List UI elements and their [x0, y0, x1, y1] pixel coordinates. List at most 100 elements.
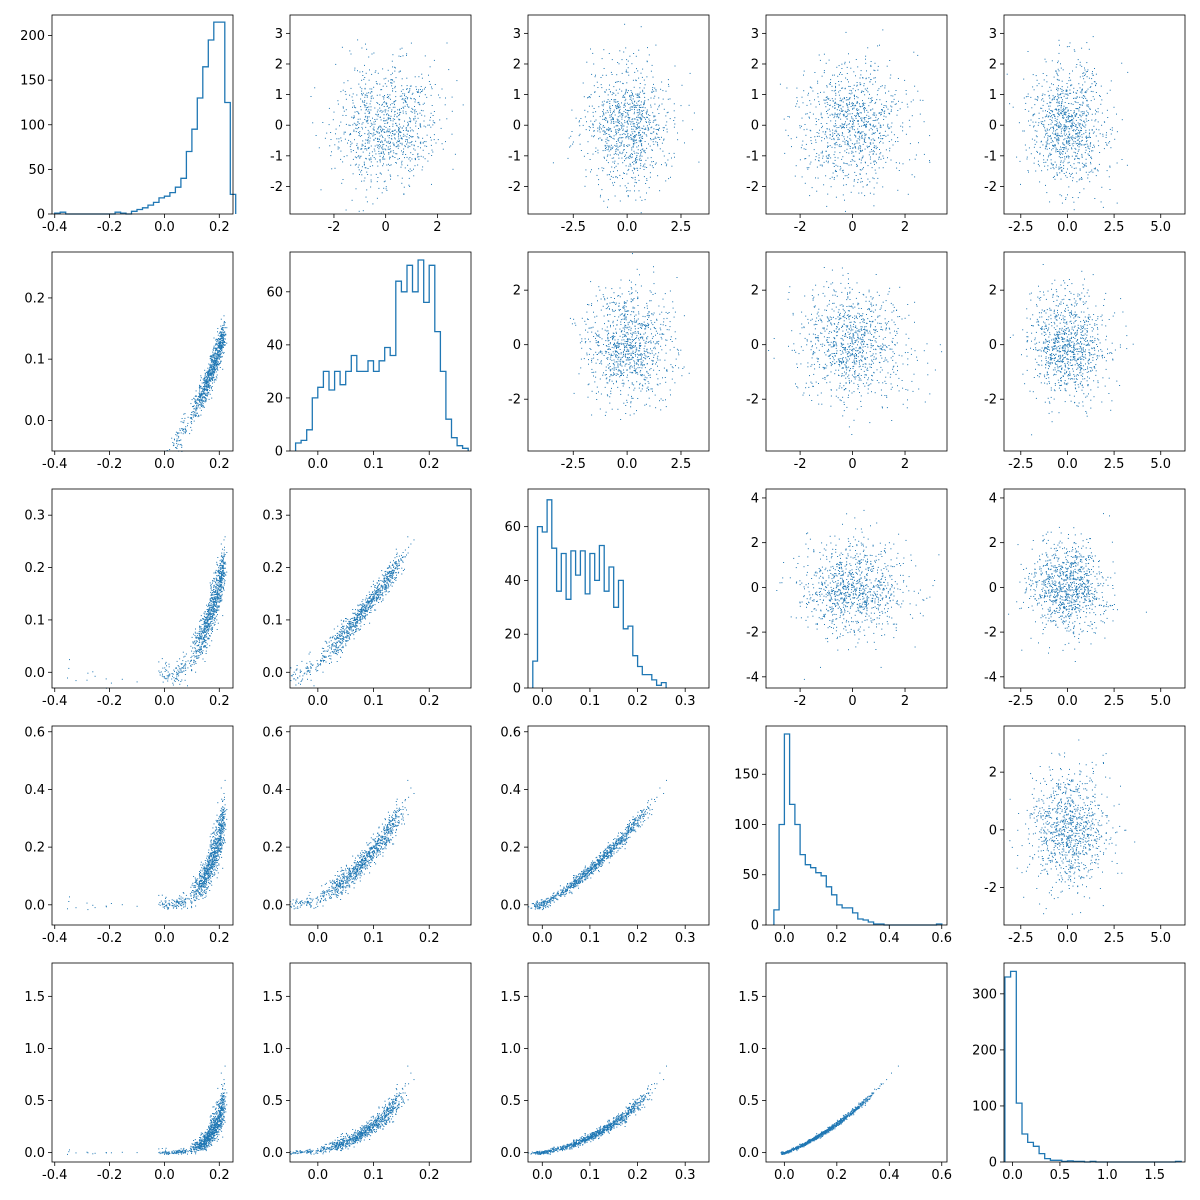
data-point [643, 117, 644, 118]
data-point [1073, 145, 1074, 146]
data-point [1081, 116, 1082, 117]
data-point [1106, 135, 1107, 136]
data-point [632, 109, 633, 110]
data-point [224, 321, 225, 322]
data-point [208, 385, 209, 386]
data-point [615, 129, 616, 130]
data-point [1064, 96, 1065, 97]
data-point [378, 141, 379, 142]
data-point [1071, 136, 1072, 137]
data-point [843, 172, 844, 173]
data-point [869, 124, 870, 125]
data-point [822, 166, 823, 167]
y-tick: 200 [20, 29, 52, 44]
data-point [1072, 122, 1073, 123]
data-point [378, 128, 379, 129]
data-point [350, 133, 351, 134]
data-point [339, 125, 340, 126]
data-point [358, 155, 359, 156]
data-point [1069, 121, 1070, 122]
data-point [865, 142, 866, 143]
data-point [1056, 165, 1057, 166]
data-point [216, 358, 217, 359]
data-point [1082, 113, 1083, 114]
data-point [635, 105, 636, 106]
data-point [619, 146, 620, 147]
data-point [365, 148, 366, 149]
data-point [630, 97, 631, 98]
data-point [223, 347, 224, 348]
data-point [648, 99, 649, 100]
data-point [641, 140, 642, 141]
data-point [850, 135, 851, 136]
data-point [206, 388, 207, 389]
data-point [1057, 149, 1058, 150]
data-point [873, 161, 874, 162]
data-point [1103, 207, 1104, 208]
x-tick: 2 [901, 214, 909, 235]
data-point [1027, 157, 1028, 158]
data-point [407, 125, 408, 126]
data-point [1079, 192, 1080, 193]
data-point [1080, 105, 1081, 106]
data-point [632, 121, 633, 122]
data-point [369, 80, 370, 81]
data-point [1055, 70, 1056, 71]
data-point [637, 93, 638, 94]
data-point [646, 167, 647, 168]
data-point [358, 113, 359, 114]
data-point [446, 118, 447, 119]
data-point [410, 127, 411, 128]
data-point [360, 87, 361, 88]
data-point [1087, 140, 1088, 141]
y-tick: 1 [275, 88, 290, 103]
data-point [895, 141, 896, 142]
data-point [206, 394, 207, 395]
data-point [634, 112, 635, 113]
data-point [629, 145, 630, 146]
data-point [621, 125, 622, 126]
data-point [863, 144, 864, 145]
data-point [1036, 131, 1037, 132]
data-point [353, 118, 354, 119]
data-point [830, 120, 831, 121]
data-point [593, 127, 594, 128]
data-point [796, 165, 797, 166]
data-point [380, 126, 381, 127]
data-point [366, 95, 367, 96]
data-point [361, 93, 362, 94]
data-point [1029, 125, 1030, 126]
panel-r1-c3: -2.5 0.0 2.5-2-10123 [508, 15, 709, 235]
data-point [433, 120, 434, 121]
data-point [392, 103, 393, 104]
data-point [839, 152, 840, 153]
data-point [623, 129, 624, 130]
data-point [1058, 85, 1059, 86]
data-point [835, 86, 836, 87]
data-point [874, 178, 875, 179]
data-point [375, 159, 376, 160]
data-point [630, 154, 631, 155]
data-point [657, 134, 658, 135]
data-point [863, 156, 864, 157]
data-point [835, 143, 836, 144]
data-point [1085, 137, 1086, 138]
data-point [857, 113, 858, 114]
data-point [375, 121, 376, 122]
data-point [222, 332, 223, 333]
data-point [631, 122, 632, 123]
data-point [650, 172, 651, 173]
data-point [1107, 110, 1108, 111]
data-point [1098, 111, 1099, 112]
data-point [191, 414, 192, 415]
data-point [659, 105, 660, 106]
data-point [1079, 143, 1080, 144]
data-point [201, 377, 202, 378]
data-point [877, 94, 878, 95]
data-point [411, 170, 412, 171]
data-point [627, 190, 628, 191]
data-point [397, 141, 398, 142]
data-point [463, 104, 464, 105]
data-point [363, 93, 364, 94]
data-point [200, 415, 201, 416]
